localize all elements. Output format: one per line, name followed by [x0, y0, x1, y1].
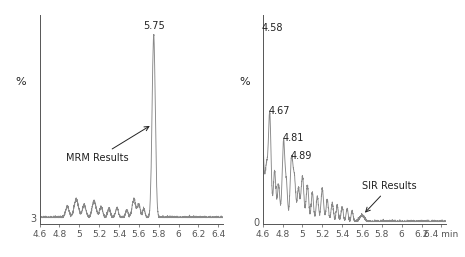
Text: MRM Results: MRM Results [66, 126, 149, 163]
Text: 4.67: 4.67 [268, 106, 290, 116]
Text: %: % [239, 77, 250, 87]
Text: 4.58: 4.58 [261, 23, 283, 33]
Text: 4.81: 4.81 [283, 133, 304, 143]
Text: SIR Results: SIR Results [363, 181, 417, 212]
Text: %: % [16, 77, 27, 87]
Text: 5.75: 5.75 [143, 21, 165, 31]
Text: 4.89: 4.89 [291, 151, 312, 161]
